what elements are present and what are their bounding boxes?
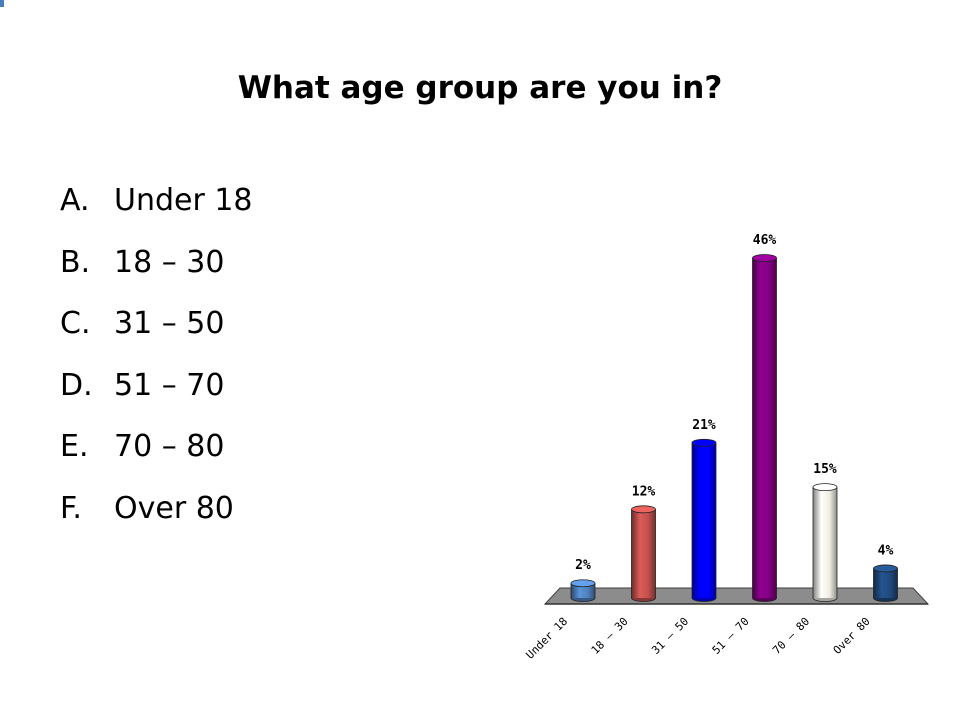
bar-2 <box>631 505 656 602</box>
category-label: 18 – 30 <box>589 615 631 657</box>
answer-options: A. Under 18 B. 18 – 30 C. 31 – 50 D. 51 – 70… <box>60 175 253 545</box>
option-letter: F. <box>60 490 82 526</box>
option-d: D. 51 – 70 <box>60 360 253 422</box>
bar-chart: 2% Under 18 12% 18 – 30 21% 31 – 50 46% 51 – 70… <box>523 233 930 662</box>
corner-mark <box>0 0 4 7</box>
category-label: Over 80 <box>831 615 873 657</box>
option-letter: B. <box>60 244 91 280</box>
value-label: 12% <box>632 484 656 499</box>
bar-6 <box>873 564 898 602</box>
option-text: Over 80 <box>114 490 234 526</box>
bar-top <box>873 564 898 573</box>
value-label: 2% <box>575 558 591 573</box>
option-letter: A. <box>60 183 90 218</box>
bar-body <box>692 442 716 598</box>
option-text: 51 – 70 <box>114 367 225 403</box>
value-label: 4% <box>878 543 894 558</box>
value-label: 21% <box>692 418 716 433</box>
bar-4 <box>752 254 777 602</box>
option-f: F. Over 80 <box>60 483 253 545</box>
bar-top <box>631 505 656 514</box>
bar-body <box>631 509 656 598</box>
bar-body <box>571 583 595 598</box>
category-label: Under 18 <box>523 615 570 662</box>
bar-5 <box>812 483 838 602</box>
slide-title: What age group are you in? <box>237 70 723 106</box>
chart-floor <box>543 587 930 605</box>
category-label: 51 – 70 <box>710 615 752 657</box>
option-e: E. 70 – 80 <box>60 421 253 483</box>
category-label: 31 – 50 <box>649 615 691 657</box>
option-text: Under 18 <box>114 183 253 218</box>
bar-body <box>813 487 837 598</box>
bar-body <box>752 258 777 598</box>
bar-body <box>873 568 898 598</box>
category-label: 70 – 80 <box>770 615 812 657</box>
bar-top <box>752 254 777 262</box>
option-c: C. 31 – 50 <box>60 298 253 360</box>
option-letter: C. <box>60 306 91 342</box>
option-letter: E. <box>60 429 89 465</box>
option-a: A. Under 18 <box>60 175 253 237</box>
bar-top <box>570 579 596 588</box>
option-text: 18 – 30 <box>114 244 225 280</box>
option-letter: D. <box>60 367 93 403</box>
option-b: B. 18 – 30 <box>60 237 253 299</box>
value-label: 46% <box>753 233 777 248</box>
bar-top <box>812 483 838 492</box>
bar-3 <box>691 438 717 602</box>
value-label: 15% <box>813 462 837 477</box>
option-text: 31 – 50 <box>114 306 225 342</box>
bar-1 <box>570 579 596 602</box>
bar-top <box>691 438 717 447</box>
option-text: 70 – 80 <box>114 429 225 465</box>
